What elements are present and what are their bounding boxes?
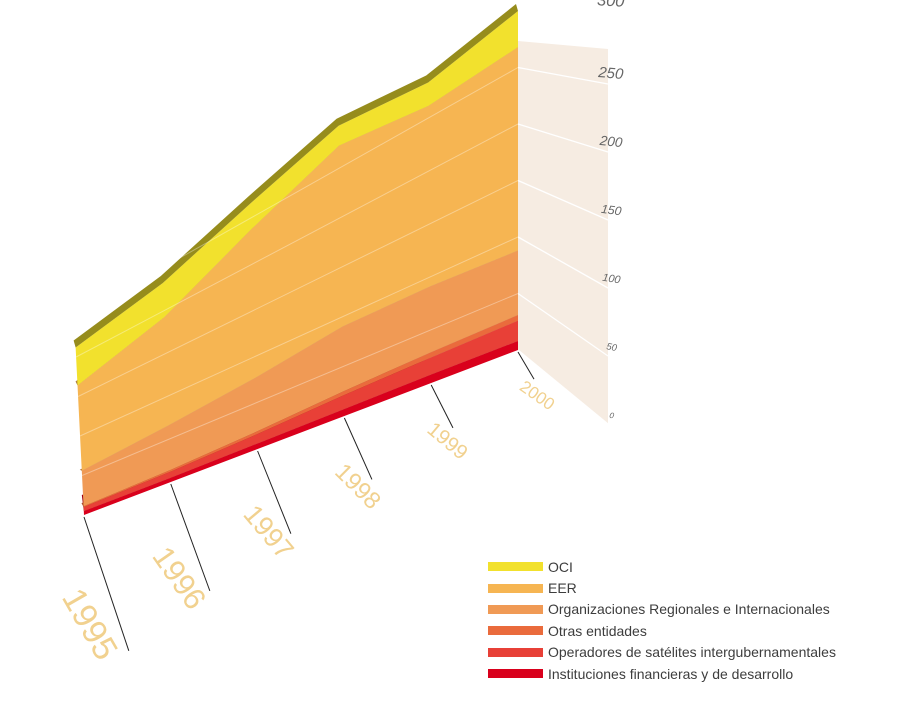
area-fill-2 [83, 314, 519, 508]
x-tick-label-1996: 1996 [146, 540, 213, 615]
y-tick-label-200: 200 [598, 133, 624, 150]
legend-label-other-entities: Otras entidades [548, 622, 647, 639]
gridline-100 [517, 236, 609, 289]
chart-back-wall [517, 10, 609, 425]
y-tick-label-150: 150 [600, 202, 622, 219]
y-tick-label-50: 50 [606, 340, 619, 353]
gridline-150 [517, 179, 609, 221]
legend-swatch-other-entities [488, 626, 543, 636]
area-fill-5 [75, 11, 518, 386]
front-gridline-200 [75, 123, 519, 358]
x-tick-label-1998: 1998 [329, 458, 386, 515]
gridline-0 [517, 349, 609, 425]
x-floor-line-1996 [170, 483, 211, 592]
x-tick-label-1999: 1999 [423, 418, 472, 464]
y-tick-label-100: 100 [602, 272, 622, 287]
x-floor-line-2000 [517, 351, 535, 380]
legend-swatch-oci [488, 562, 543, 572]
legend-item-eer: EER [488, 577, 836, 598]
gridline-50 [517, 292, 609, 357]
legend-item-financial-institutions: Instituciones financieras y de desarroll… [488, 663, 836, 684]
legend-item-other-entities: Otras entidades [488, 620, 836, 641]
chart-areas [73, 4, 519, 515]
x-floor-line-1999 [430, 384, 454, 429]
y-tick-label-300: 300 [597, 0, 625, 11]
legend-item-oci: OCI [488, 556, 836, 577]
x-tick-label-2000: 2000 [516, 377, 558, 414]
gridline-200 [517, 123, 609, 153]
legend-label-regional-international: Organizaciones Regionales e Internaciona… [548, 601, 830, 618]
legend-label-oci: OCI [548, 558, 573, 575]
legend-item-regional-international: Organizaciones Regionales e Internaciona… [488, 599, 836, 620]
x-tick-label-1995: 1995 [54, 582, 125, 667]
front-gridline-150 [77, 180, 519, 397]
legend-swatch-regional-international [488, 604, 543, 614]
front-gridline-250 [73, 67, 519, 318]
front-gridline-100 [79, 236, 519, 437]
area-fill-0 [83, 340, 519, 515]
chart-floor-lines [83, 351, 535, 651]
legend: OCI EER Organizaciones Regionales e Inte… [488, 556, 836, 684]
legend-label-eer: EER [548, 580, 577, 597]
back-wall-panel [518, 41, 608, 424]
area-series-5 [73, 4, 518, 386]
area-top-edge-5 [73, 4, 518, 348]
area-fill-1 [83, 320, 518, 512]
legend-swatch-eer [488, 583, 543, 593]
gridline-300 [517, 10, 609, 17]
y-tick-label-0: 0 [609, 411, 616, 421]
y-tick-label-250: 250 [597, 64, 625, 83]
area-fill-3 [81, 250, 519, 507]
legend-swatch-financial-institutions [488, 669, 543, 679]
legend-swatch-satellite-operators [488, 647, 543, 657]
area-fill-4 [77, 47, 518, 471]
front-gridline-50 [81, 293, 519, 476]
x-floor-line-1995 [83, 516, 130, 651]
gridline-250 [517, 66, 609, 85]
legend-item-satellite-operators: Operadores de satélites intergubernament… [488, 642, 836, 663]
x-tick-label-1997: 1997 [238, 499, 301, 565]
x-floor-line-1997 [257, 450, 292, 534]
legend-label-satellite-operators: Operadores de satélites intergubernament… [548, 644, 836, 661]
x-floor-line-1998 [343, 417, 373, 480]
legend-label-financial-institutions: Instituciones financieras y de desarroll… [548, 665, 794, 682]
